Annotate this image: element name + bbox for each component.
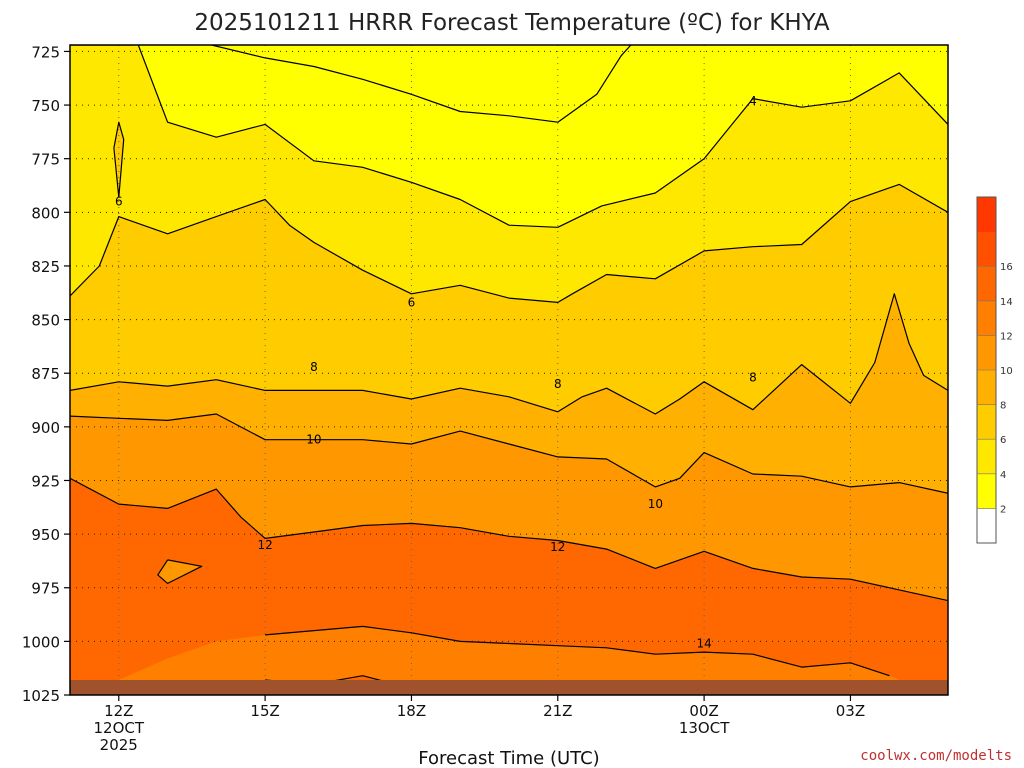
y-tick-label: 1000 [22,633,60,651]
colorbar-segment [977,300,996,336]
x-axis-label: Forecast Time (UTC) [418,748,599,768]
colorbar-label: 2 [1000,504,1006,515]
contour-line-8c [70,293,948,415]
y-tick-label: 850 [31,312,60,330]
x-tick-label: 03Z [836,702,865,720]
region-10c [157,559,202,584]
contour-label: 12 [550,540,565,554]
y-tick-label: 725 [31,43,60,61]
contour-line-14c [265,625,890,677]
plot-area: 4 6 6 8 8 8 10 10 12 12 14 [70,45,948,695]
contour-label: 14 [696,637,711,651]
contour-label: 10 [306,433,321,447]
y-tick-label: 800 [31,204,60,222]
contour-label: 6 [408,295,416,309]
region-2c [138,45,948,228]
contour-label: 8 [310,360,318,374]
colorbar-segment [977,508,996,544]
y-tick-label: 1025 [22,687,60,705]
colorbar-label: 14 [1000,297,1013,308]
contour-label: 4 [749,94,757,108]
y-tick-label: 875 [31,365,60,383]
contour-labels: 4 6 6 8 8 8 10 10 12 12 14 [115,94,757,651]
contour-line-12c [70,477,948,602]
y-tick-label: 825 [31,258,60,276]
y-tick-label: 750 [31,97,60,115]
y-axis-ticks: 725 750 775 800 825 850 875 900 925 950 975 1000 102… [22,43,70,705]
gridlines [70,45,948,695]
x-tick-label: 12Z [104,702,133,720]
y-tick-label: 775 [31,151,60,169]
contour-line-10c [70,413,948,494]
x-tick-label: 13OCT [679,719,730,737]
colorbar-label: 4 [1000,470,1006,481]
x-tick-label: 2025 [100,736,138,754]
contour-lines [70,45,948,685]
credit-link[interactable]: coolwx.com/modelts [860,748,1012,764]
colorbar-label: 12 [1000,331,1013,342]
colorbar-segment [977,370,996,406]
y-tick-label: 975 [31,580,60,598]
x-tick-label: 18Z [397,702,426,720]
contour-label: 10 [648,497,663,511]
x-tick-label: 21Z [543,702,572,720]
plot-frame [69,44,949,696]
y-tick-label: 925 [31,472,60,490]
region-12c [118,626,900,680]
colorbar-segment [977,197,996,233]
colorbar-label: 16 [1000,262,1013,273]
colorbar-segment [977,439,996,475]
region-10c [70,414,948,601]
contour-line-4c [137,45,948,228]
chart-title: 2025101211 HRRR Forecast Temperature (ºC… [194,10,830,36]
contour-label: 12 [257,538,272,552]
x-tick-label: 00Z [689,702,718,720]
terrain-band [70,679,948,695]
contour-line-2c [211,45,632,123]
colorbar-segment [977,266,996,302]
colorbar-segment [977,404,996,440]
contour-line-12c [157,559,203,585]
y-tick-label: 950 [31,526,60,544]
contour-line-6c [113,121,125,198]
colorbar-label: 10 [1000,366,1013,377]
region-8c [70,293,948,494]
colorbar-label: 6 [1000,435,1006,446]
x-tick-label: 12OCT [94,719,145,737]
contour-label: 8 [749,371,757,385]
colorbar: 2 4 6 8 10 12 14 16 [976,196,1013,544]
contour-label: 6 [115,195,123,209]
y-tick-label: 900 [31,419,60,437]
contour-label: 8 [554,377,562,391]
x-tick-label: 15Z [250,702,279,720]
colorbar-segment [977,335,996,371]
contour-line-6c [70,183,948,303]
region-4c [70,45,948,303]
region-6c [70,184,948,414]
colorbar-segment [977,231,996,267]
colorbar-segment [977,473,996,509]
colorbar-label: 8 [1000,401,1006,412]
